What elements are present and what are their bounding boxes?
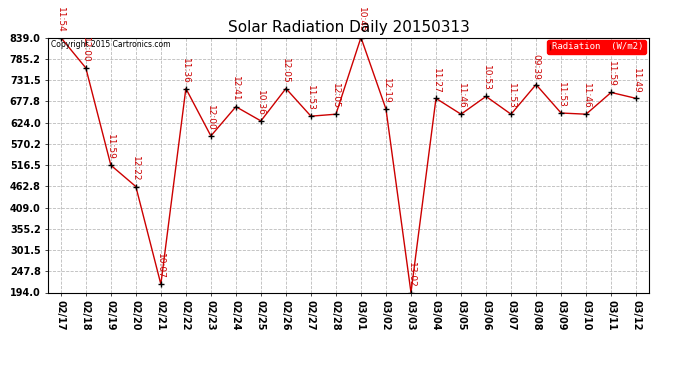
Text: 12:22: 12:22	[131, 156, 140, 182]
Text: 12:41: 12:41	[231, 76, 240, 102]
Text: 11:36: 11:36	[181, 57, 190, 83]
Text: 12:00: 12:00	[81, 37, 90, 63]
Text: 13:02: 13:02	[406, 262, 415, 287]
Text: 10:07: 10:07	[157, 253, 166, 279]
Text: Copyright 2015 Cartronics.com: Copyright 2015 Cartronics.com	[51, 40, 171, 49]
Title: Solar Radiation Daily 20150313: Solar Radiation Daily 20150313	[228, 20, 469, 35]
Text: 10:53: 10:53	[482, 65, 491, 91]
Text: 11:46: 11:46	[582, 83, 591, 109]
Text: 12:19: 12:19	[382, 78, 391, 104]
Text: 10:45: 10:45	[357, 7, 366, 32]
Text: 10:36: 10:36	[257, 90, 266, 116]
Text: 11:53: 11:53	[506, 83, 515, 109]
Text: 11:59: 11:59	[607, 62, 615, 87]
Text: 12:00: 12:00	[206, 105, 215, 131]
Text: 11:53: 11:53	[306, 85, 315, 111]
Text: 11:46: 11:46	[457, 83, 466, 109]
Text: 12:05: 12:05	[331, 83, 340, 109]
Text: 12:05: 12:05	[282, 58, 290, 83]
Text: 09:39: 09:39	[531, 54, 540, 80]
Text: 11:54: 11:54	[57, 7, 66, 32]
Legend: Radiation  (W/m2): Radiation (W/m2)	[547, 40, 646, 54]
Text: 11:59: 11:59	[106, 134, 115, 160]
Text: 11:53: 11:53	[557, 82, 566, 108]
Text: 11:49: 11:49	[631, 68, 640, 93]
Text: 11:27: 11:27	[431, 68, 440, 93]
